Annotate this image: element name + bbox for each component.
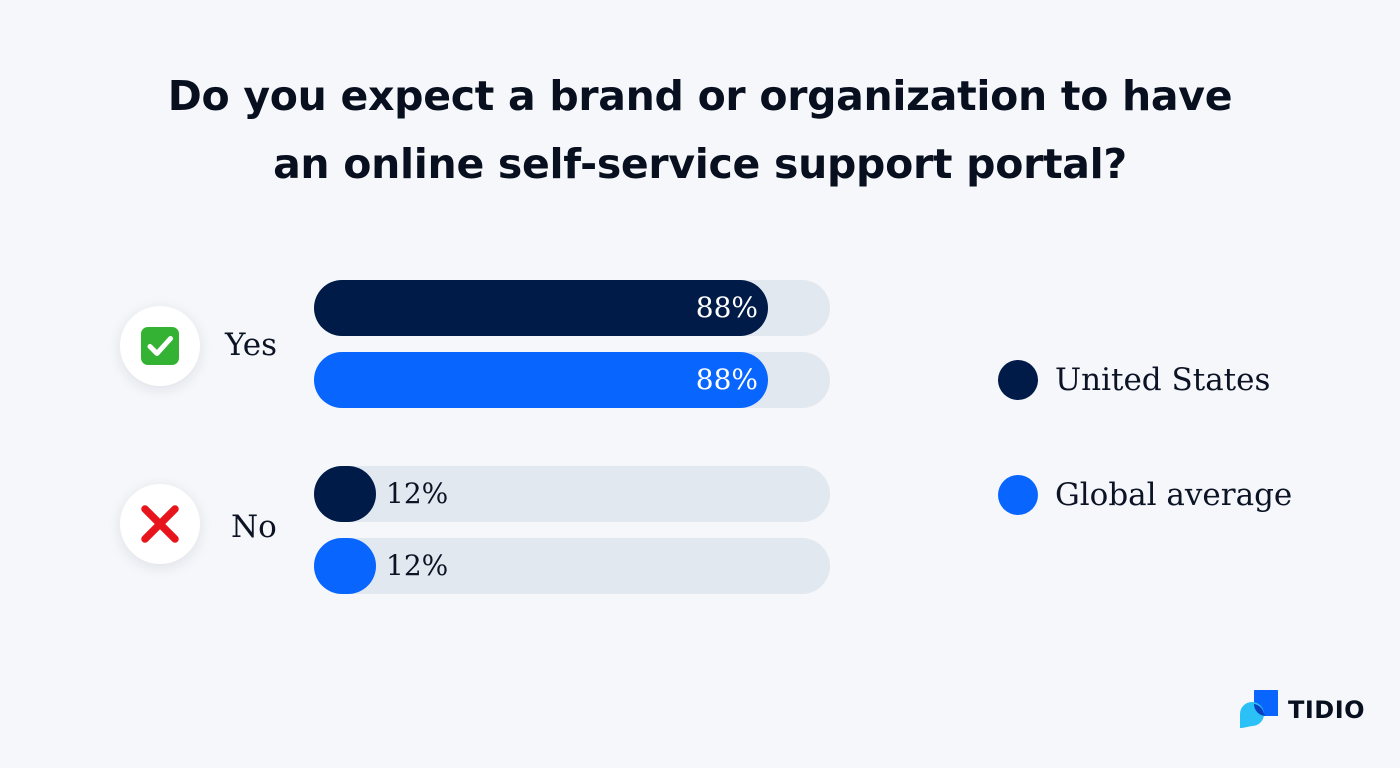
bar-track-no-united-states: 12% [314,466,830,522]
bar-no-united-states [314,466,376,522]
value-label-yes-united-states: 88% [695,291,758,324]
legend-swatch-global-average [998,475,1038,515]
bar-track-no-global-average: 12% [314,538,830,594]
legend-label-global-average: Global average [1055,477,1293,513]
legend-swatch-united-states [998,360,1038,400]
value-label-no-global-average: 12% [386,549,449,582]
tidio-logo-icon [1240,690,1278,728]
bar-track-yes-united-states: 88% [314,280,830,336]
chart-title: Do you expect a brand or organization to… [0,62,1400,198]
cross-mark-icon [141,505,179,543]
chart-title-line-1: Do you expect a brand or organization to… [167,72,1233,120]
check-mark-icon [141,327,179,365]
value-label-yes-global-average: 88% [695,363,758,396]
yes-icon-badge [120,306,200,386]
value-label-no-united-states: 12% [386,477,449,510]
chart-title-line-2: an online self-service support portal? [273,140,1127,188]
category-label-yes: Yes [225,327,278,363]
bar-track-yes-global-average: 88% [314,352,830,408]
category-label-no: No [231,509,277,545]
bar-yes-global-average [314,352,768,408]
legend-label-united-states: United States [1055,362,1271,398]
brand-name: TIDIO [1288,696,1366,724]
bar-no-global-average [314,538,376,594]
no-icon-badge [120,484,200,564]
bar-yes-united-states [314,280,768,336]
